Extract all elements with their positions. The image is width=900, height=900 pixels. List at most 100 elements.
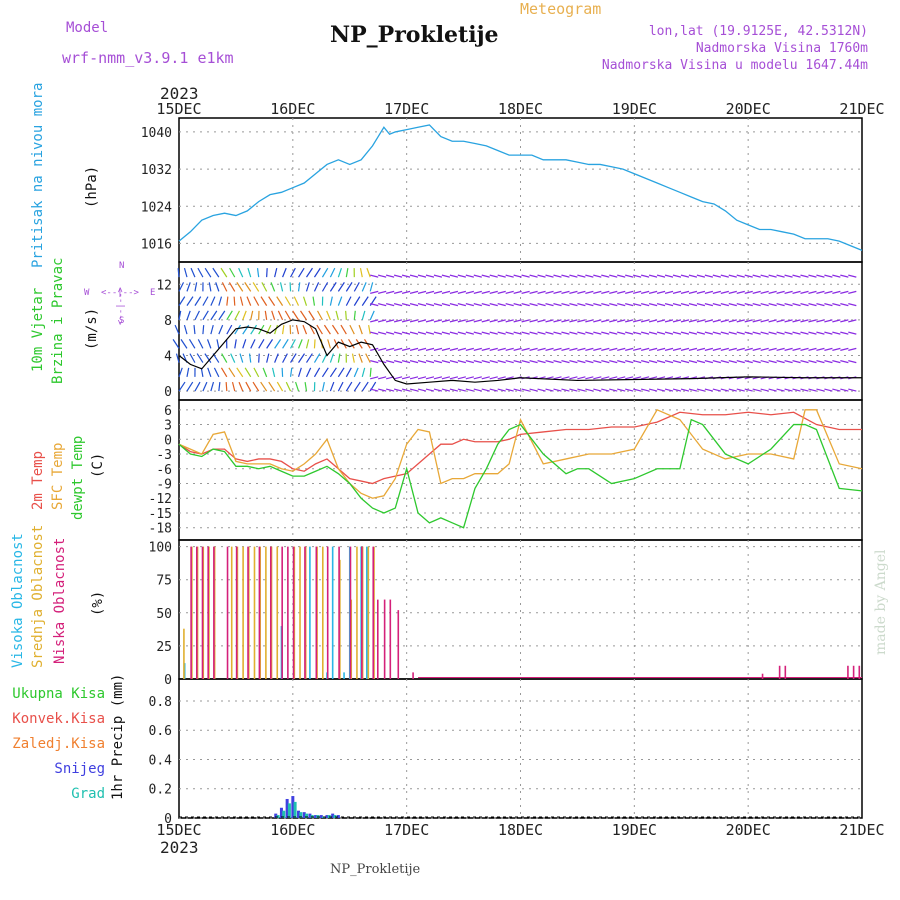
wind-arrow [848, 388, 857, 392]
wind-arrow [808, 347, 817, 351]
y-tick-label: -6 [156, 463, 172, 478]
wind-arrow [824, 388, 833, 392]
wind-arrow [180, 339, 188, 349]
wind-arrow [178, 296, 186, 306]
wind-arrow [465, 347, 474, 351]
compass-n: N [119, 261, 125, 271]
wind-arrow [417, 274, 427, 278]
wind-arrow [736, 303, 745, 307]
wind-arrow [816, 319, 825, 323]
wind-arrow [720, 319, 729, 323]
wind-arrow [353, 367, 359, 378]
wind-arrow [760, 347, 769, 351]
wind-arrow [329, 296, 333, 306]
wind-arrow [553, 303, 562, 307]
wind-arrow [792, 303, 801, 307]
compass-w: W [84, 288, 90, 298]
wind-arrow [760, 319, 769, 323]
wind-arrow [401, 319, 411, 323]
wind-arrow [585, 347, 594, 351]
wind-arrow [656, 376, 666, 380]
grad-bar [287, 803, 291, 818]
model-label: Model [66, 20, 109, 36]
wind-arrow [441, 388, 451, 392]
wind-arrow [323, 324, 331, 335]
wind-arrow [218, 310, 226, 321]
wind-arrow [340, 324, 347, 335]
wind-arrow [465, 360, 474, 364]
wind-arrow [656, 319, 666, 323]
wind-arrow [489, 388, 498, 392]
wind-arrow [561, 331, 570, 335]
wind-arrow [202, 325, 205, 335]
wind-arrow [417, 319, 427, 323]
wind-arrow [465, 388, 474, 392]
wind-arrow [744, 347, 753, 351]
wind-arrow [521, 319, 530, 323]
wind-arrow [489, 331, 498, 335]
wind-arrow [260, 296, 268, 306]
wind-arrow [728, 303, 737, 307]
wind-arrow [228, 367, 236, 378]
y-tick-label: 0 [164, 385, 172, 400]
wind-arrow [331, 324, 339, 335]
wind-arrow [295, 381, 300, 392]
y-tick-label: 1016 [141, 237, 172, 252]
wind-arrow [513, 290, 522, 294]
snow-bar [302, 812, 306, 818]
wind-arrow [345, 381, 353, 392]
wind-arrow [253, 367, 260, 378]
wind-arrow [250, 339, 256, 349]
wind-arrow [840, 319, 849, 323]
wind-arrow [577, 274, 586, 278]
wind-arrow [577, 347, 586, 351]
wind-arrow [505, 303, 514, 307]
wind-arrow [808, 388, 817, 392]
wind-arrow [848, 303, 857, 307]
wind-arrow [609, 290, 618, 294]
wind-arrow [656, 290, 666, 294]
wind-arrow [369, 367, 372, 377]
wind-arrow [246, 296, 252, 306]
wind-arrow [473, 303, 482, 307]
wind-arrow [712, 274, 721, 278]
wind-arrow [481, 319, 490, 323]
wind-arrow [433, 347, 443, 351]
wind-arrow [425, 360, 435, 364]
precip-frame [178, 678, 863, 819]
wind-arrow [497, 274, 506, 278]
wind-arrow [449, 376, 459, 380]
wind-arrow [370, 319, 379, 323]
wind-arrow [656, 331, 666, 335]
wind-arrow [640, 347, 650, 351]
wind-arrow [712, 319, 721, 323]
wind-arrow [824, 274, 833, 278]
wind-arrow [282, 353, 288, 363]
wind-arrow [561, 319, 570, 323]
wind-arrow [183, 267, 188, 278]
wind-arrow [696, 274, 706, 278]
wind-arrow [229, 267, 236, 278]
wind-arrow [417, 388, 427, 392]
wind-arrow [473, 347, 482, 351]
wind-arrow [505, 347, 514, 351]
bottom-day-label: 16DEC [270, 821, 315, 839]
wind-arrow [680, 274, 690, 278]
wind-arrow [609, 347, 618, 351]
wind-arrow [529, 388, 538, 392]
wind-arrow [561, 274, 570, 278]
wind-arrow [824, 347, 833, 351]
wind-arrow [242, 339, 247, 349]
wind-arrow [688, 303, 698, 307]
wind-arrow [688, 347, 698, 351]
wind-arrow [593, 290, 602, 294]
wind-arrow [385, 388, 395, 392]
wind-arrow [393, 376, 403, 380]
wind-arrow [329, 367, 337, 378]
wind-arrow [401, 360, 411, 364]
wind-arrow [361, 296, 369, 306]
wind-arrow [808, 331, 817, 335]
wind-arrow [268, 296, 276, 306]
t2m-line [178, 411, 862, 485]
wind-arrow [752, 290, 761, 294]
